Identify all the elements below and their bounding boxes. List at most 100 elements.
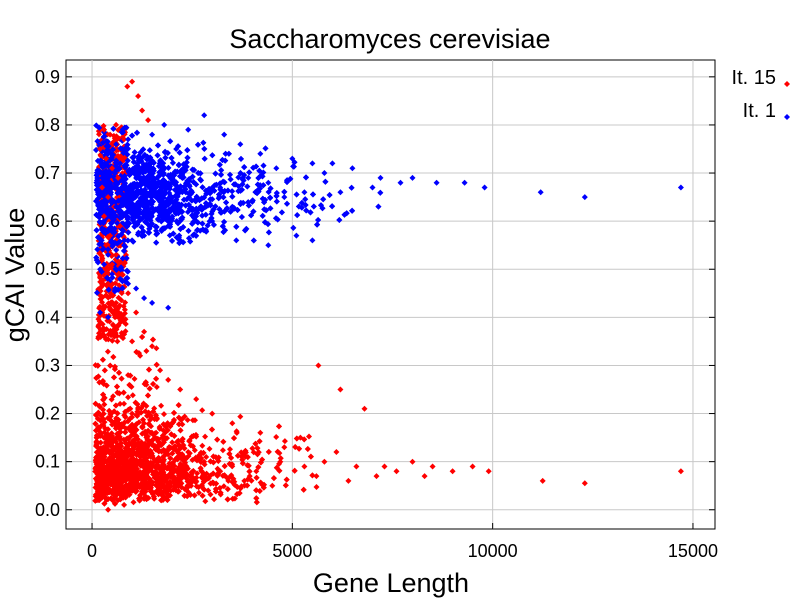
- it15-cloud-point: [110, 393, 117, 400]
- it15-cloud-point: [100, 303, 107, 310]
- it15-cloud-point: [156, 485, 163, 492]
- it15-cloud-point: [95, 128, 102, 135]
- it15-cloud-point: [215, 458, 222, 464]
- it15-cloud-point: [121, 310, 128, 317]
- it15-cloud-point: [169, 465, 176, 472]
- it15-cloud-point: [92, 420, 99, 427]
- it15-cloud-point: [109, 337, 116, 344]
- it15-cloud-point: [160, 456, 167, 463]
- it15-cloud-point: [99, 294, 106, 301]
- it1-cloud-point: [336, 217, 343, 223]
- it15-cloud-point: [118, 333, 124, 340]
- it15-cloud-point: [273, 434, 280, 440]
- it15-cloud-point: [118, 290, 125, 297]
- it15-cloud-point: [126, 446, 132, 453]
- it1-cloud-point: [244, 183, 251, 190]
- it15-cloud-point: [100, 325, 107, 332]
- it15-cloud-point: [254, 445, 261, 452]
- it15-cloud-point: [144, 412, 151, 419]
- it15-cloud-point: [93, 453, 100, 460]
- it15-cloud-point: [182, 465, 189, 472]
- it15-cloud-point: [220, 438, 227, 445]
- it1-cloud-point: [185, 227, 192, 234]
- it15-cloud-point: [94, 477, 101, 484]
- it15-cloud-point: [118, 375, 125, 382]
- it15-cloud-point: [150, 489, 157, 496]
- it1-cloud-point: [235, 174, 242, 181]
- it1-cloud-point: [227, 171, 233, 178]
- it15-cloud-point: [161, 448, 168, 455]
- it15-cloud-point: [244, 454, 251, 461]
- it15-cloud-point: [110, 309, 116, 316]
- it15-cloud-point: [105, 466, 112, 472]
- it15-cloud-point: [188, 433, 195, 440]
- it15-cloud-point: [137, 469, 144, 476]
- it15-cloud-point: [135, 440, 142, 447]
- it1-cloud-point: [199, 184, 206, 191]
- it1-cloud-point: [238, 214, 245, 220]
- it15-cloud-point: [159, 463, 166, 470]
- it15-cloud-point: [93, 412, 99, 418]
- it15-cloud-point: [194, 470, 201, 477]
- it15-cloud-point: [194, 457, 200, 464]
- it15-cloud-point: [134, 412, 141, 419]
- it15-cloud-point: [179, 436, 186, 442]
- it15-cloud-point: [122, 328, 129, 335]
- it15-cloud-point: [140, 400, 147, 407]
- it1-cloud-point: [154, 152, 161, 159]
- it1-cloud-point: [302, 196, 309, 203]
- it1-cloud-point: [181, 196, 187, 203]
- it15-cloud-point: [101, 458, 108, 465]
- it15-cloud-point: [97, 432, 104, 439]
- it1-cloud-point: [199, 220, 206, 227]
- it15-cloud-point: [184, 417, 191, 423]
- it15-cloud-point: [116, 390, 123, 397]
- it15-cloud-point: [124, 435, 131, 442]
- it15-cloud-point: [242, 447, 249, 454]
- it15-cloud-point: [128, 422, 135, 429]
- it15-cloud-point: [164, 420, 171, 427]
- it15-cloud-point: [135, 459, 142, 466]
- it15-cloud-point: [306, 433, 312, 440]
- it15-cloud-point: [153, 375, 160, 382]
- it1-cloud-point: [222, 150, 229, 157]
- it1-cloud-point: [121, 237, 128, 244]
- it15-cloud-point: [276, 423, 282, 430]
- it15-cloud-point: [203, 470, 210, 477]
- it15-cloud-point: [230, 475, 237, 482]
- it15-cloud-point: [256, 438, 263, 445]
- it15-cloud-point: [155, 448, 162, 455]
- it15-cloud-point: [177, 444, 184, 451]
- it15-cloud-point: [139, 334, 146, 340]
- it15-cloud-point: [192, 417, 198, 424]
- it1-cloud-point: [119, 255, 126, 262]
- it15-cloud-point: [105, 294, 112, 300]
- it15-cloud-point: [255, 464, 262, 471]
- it15-cloud-point: [282, 482, 289, 489]
- it15-cloud-point: [274, 448, 281, 455]
- it15-cloud-point: [115, 478, 122, 485]
- it1-cloud-point: [104, 274, 111, 281]
- it15-cloud-point: [141, 463, 148, 470]
- it15-cloud-point: [111, 363, 118, 370]
- it15-cloud-point: [164, 497, 171, 503]
- it15-cloud-point: [130, 499, 137, 506]
- it15-cloud-point: [112, 325, 119, 332]
- it15-cloud-point: [209, 426, 215, 433]
- it1-cloud-point: [238, 155, 244, 162]
- it15-cloud-point: [171, 409, 177, 416]
- it15-cloud-point: [155, 491, 162, 498]
- it1-cloud-point: [267, 185, 274, 192]
- it15-cloud-point: [201, 486, 208, 493]
- it1-cloud-point: [273, 198, 280, 205]
- it15-cloud-point: [249, 445, 256, 452]
- it15-cloud-point: [199, 442, 206, 449]
- it15-cloud-point: [134, 465, 140, 472]
- it15-cloud-point: [105, 426, 111, 433]
- it15-cloud-point: [125, 394, 132, 401]
- it15-cloud-point: [283, 476, 290, 483]
- it15-cloud-point: [149, 453, 156, 459]
- it15-cloud-point: [237, 485, 244, 492]
- it15-cloud-point: [100, 391, 107, 398]
